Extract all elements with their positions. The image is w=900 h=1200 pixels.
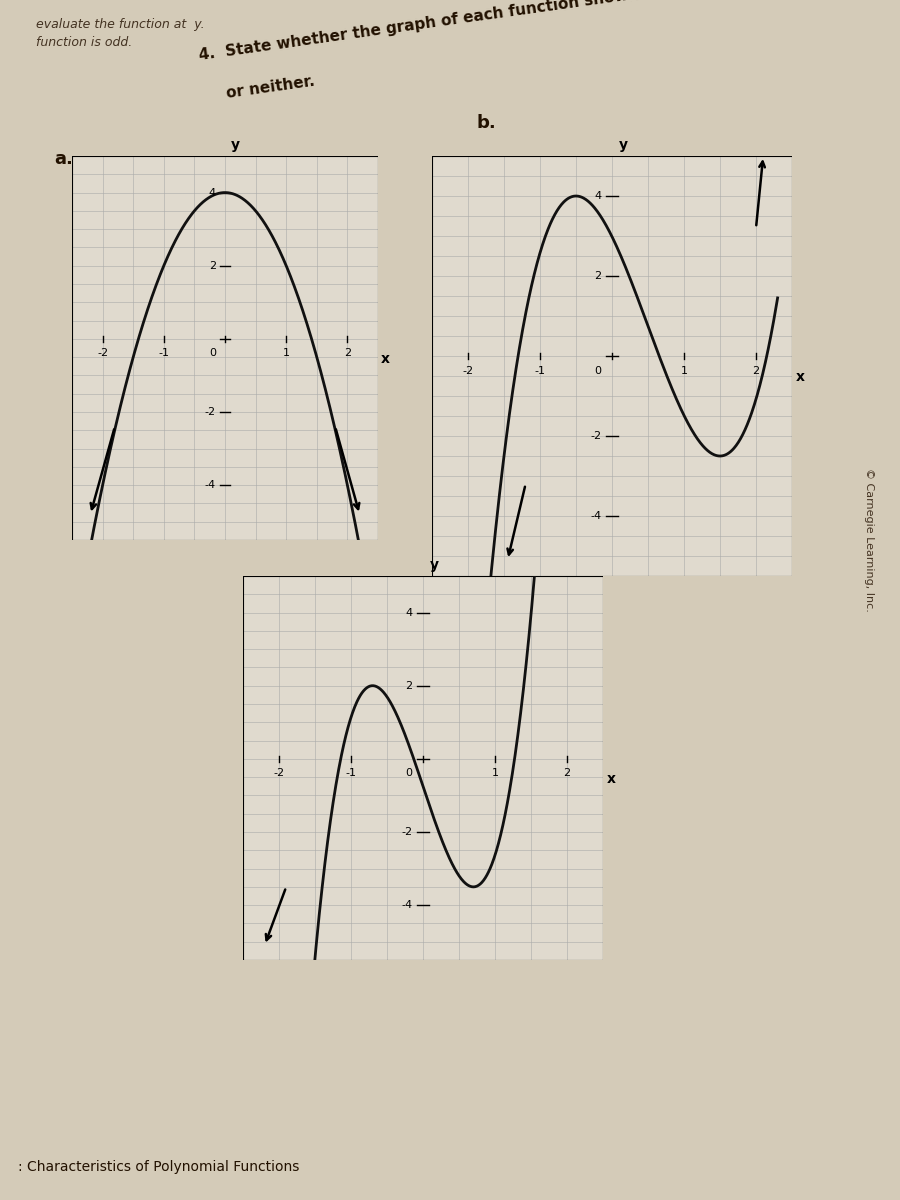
Text: 1: 1 <box>283 348 290 358</box>
Text: -2: -2 <box>590 431 601 440</box>
Text: 4.  State whether the graph of each function shown is even, odd,: 4. State whether the graph of each funct… <box>198 0 754 62</box>
Text: -2: -2 <box>463 366 473 376</box>
Text: -2: -2 <box>401 827 412 838</box>
Text: 4: 4 <box>209 187 216 198</box>
Text: c.: c. <box>270 600 287 618</box>
Text: -2: -2 <box>274 768 284 778</box>
Text: 2: 2 <box>594 271 601 281</box>
Text: 2: 2 <box>405 680 412 691</box>
Text: a.: a. <box>54 150 73 168</box>
Text: y: y <box>430 558 439 572</box>
Text: : Characteristics of Polynomial Functions: : Characteristics of Polynomial Function… <box>18 1159 300 1174</box>
Text: 2: 2 <box>344 348 351 358</box>
Text: x: x <box>381 352 390 366</box>
Text: b.: b. <box>477 114 497 132</box>
Text: 1: 1 <box>491 768 499 778</box>
Text: 2: 2 <box>209 260 216 271</box>
Text: -4: -4 <box>204 480 216 490</box>
Text: -4: -4 <box>590 511 601 521</box>
Text: -1: -1 <box>535 366 545 376</box>
Text: y: y <box>231 138 240 152</box>
Text: -1: -1 <box>158 348 169 358</box>
Text: 0: 0 <box>594 366 601 376</box>
Text: -1: -1 <box>346 768 356 778</box>
Text: 4: 4 <box>594 191 601 200</box>
Text: x: x <box>607 772 616 786</box>
Text: or neither.: or neither. <box>225 74 315 101</box>
Text: y: y <box>619 138 628 152</box>
Text: evaluate the function at  y.: evaluate the function at y. <box>36 18 204 31</box>
Text: © Carnegie Learning, Inc.: © Carnegie Learning, Inc. <box>863 468 874 612</box>
Text: 0: 0 <box>209 348 216 358</box>
Text: function is odd.: function is odd. <box>36 36 132 49</box>
Text: 1: 1 <box>680 366 688 376</box>
Text: -4: -4 <box>401 900 412 910</box>
Text: 2: 2 <box>752 366 760 376</box>
Text: -2: -2 <box>97 348 108 358</box>
Text: 4: 4 <box>405 607 412 618</box>
Text: 2: 2 <box>563 768 571 778</box>
Text: 0: 0 <box>405 768 412 778</box>
Text: x: x <box>796 370 805 384</box>
Text: -2: -2 <box>204 407 216 416</box>
